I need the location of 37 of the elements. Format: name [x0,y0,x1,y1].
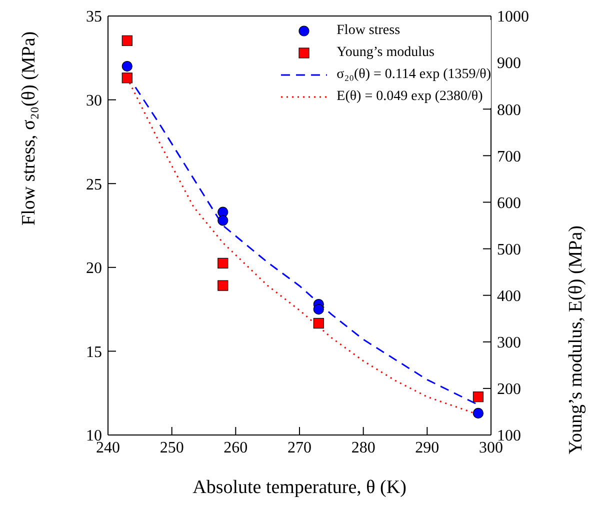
y2-tick-label: 800 [497,102,521,119]
y2-axis-title: Young’s modulus, E(θ) (MPa) [566,226,587,454]
x-axis-title: Absolute temperature, θ (K) [192,477,406,498]
point [313,318,324,329]
y-tick-label: 25 [86,176,102,194]
point [122,35,132,46]
y-tick-label: 30 [86,92,102,110]
legend-label: σ₂₀(θ) = 0.114 exp (1359/θ) [336,66,491,84]
y2-tick-label: 1000 [497,8,529,26]
y-axis-title: Flow stress, σ₂₀(θ) (MPa) [18,31,40,226]
point [122,72,132,84]
x-tick-label: 280 [351,439,376,456]
point [472,392,484,402]
x-tick-label: 250 [160,439,184,456]
y-tick-label: 15 [86,344,102,361]
x-tick-label: 270 [288,439,312,456]
point [218,215,228,226]
y2-tick-label: 300 [497,334,521,352]
x-tick-label: 290 [415,439,440,456]
legend-label: Flow stress [336,22,400,40]
y-tick-label: 35 [86,8,102,26]
y2-tick-label: 900 [497,55,521,72]
y2-tick-label: 600 [497,194,521,212]
point [122,60,132,72]
y-tick-label: 20 [86,260,102,278]
y2-tick-label: 400 [497,288,521,306]
x-tick-label: 260 [224,439,248,456]
y2-tick-label: 500 [497,241,521,258]
point [313,304,324,315]
y2-tick-label: 700 [497,148,521,166]
legend-label: E(θ) = 0.049 exp (2380/θ) [336,88,483,106]
y2-tick-label: 200 [497,381,521,398]
point [472,408,484,419]
point [218,258,228,269]
x-tick-label: 300 [479,439,503,456]
legend-label: Young’s modulus [336,44,434,62]
point [218,280,228,291]
